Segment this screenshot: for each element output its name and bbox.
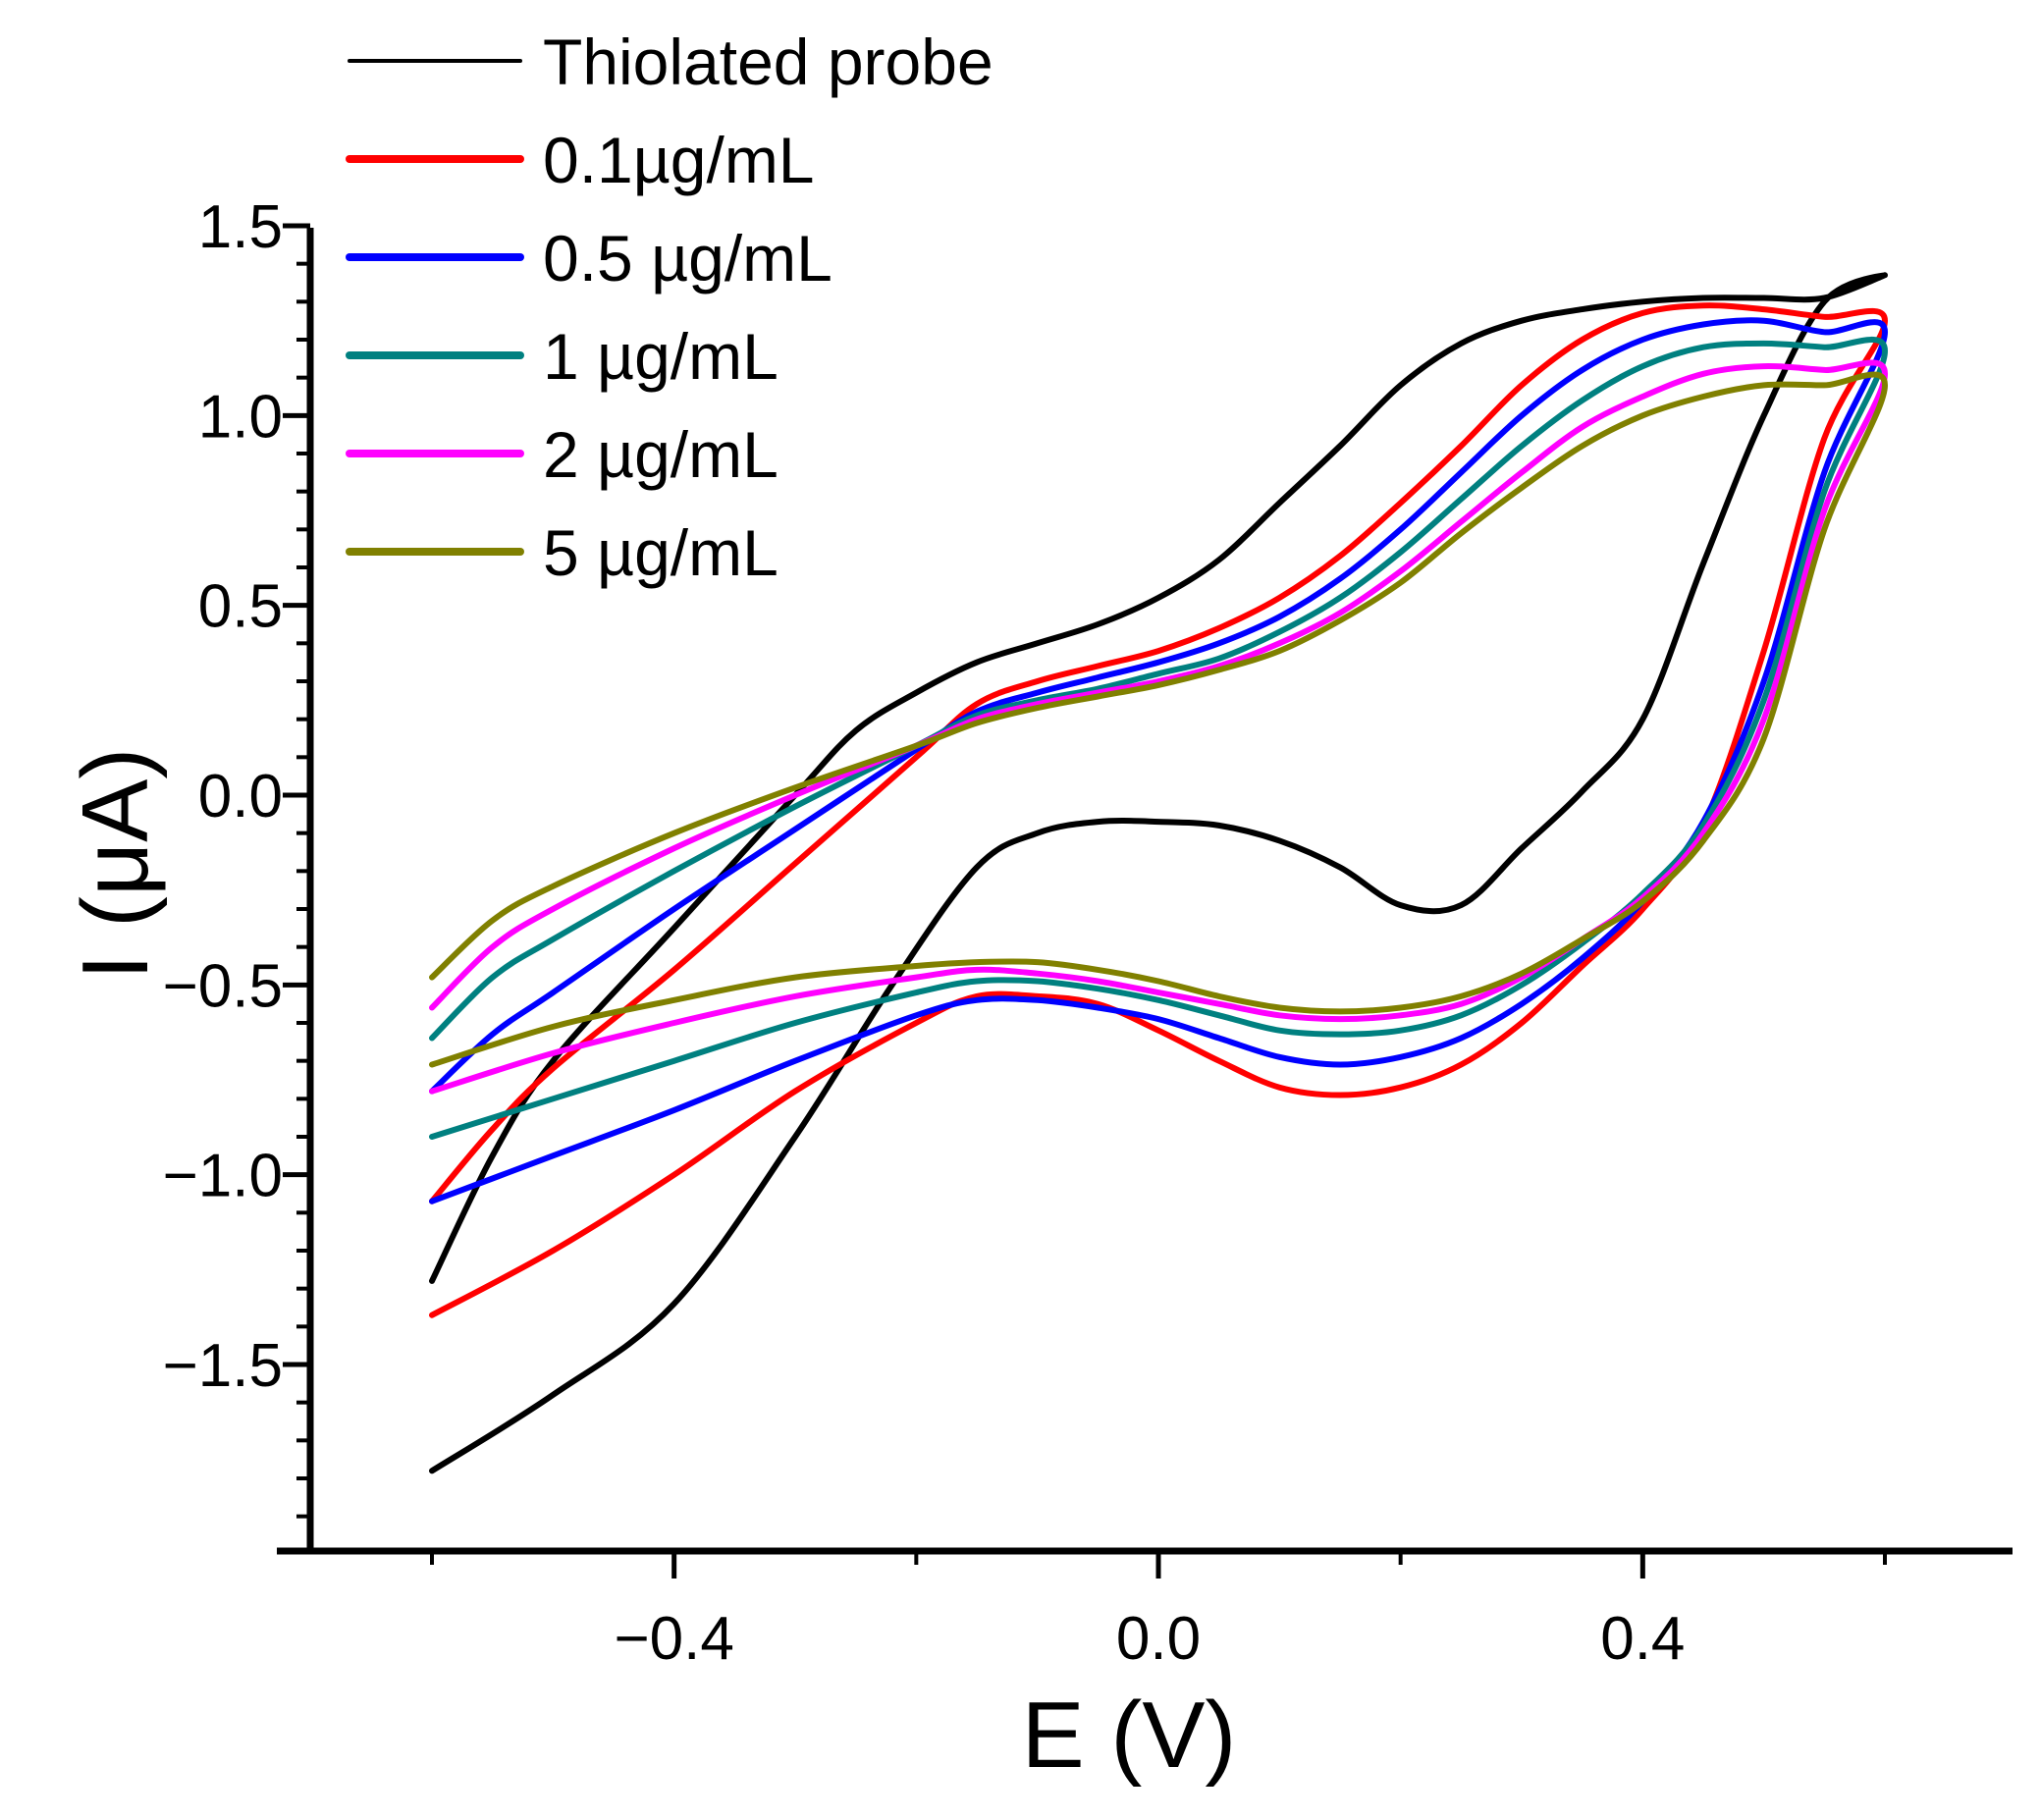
series-line-3 xyxy=(429,337,1888,1140)
legend-label-5: 5 µg/mL xyxy=(543,516,778,589)
legend: Thiolated probe 0.1µg/mL 0.5 µg/mL 1 µg/mL 2… xyxy=(346,26,993,589)
axes-layer xyxy=(277,228,2013,1555)
legend-label-0: Thiolated probe xyxy=(543,26,993,98)
x-tick-label: 0.4 xyxy=(1600,1605,1685,1673)
series-line-0 xyxy=(429,272,1888,1474)
y-tick-label: 0.0 xyxy=(198,763,283,830)
y-tick-label: 1.0 xyxy=(198,383,283,451)
legend-label-4: 2 µg/mL xyxy=(543,418,778,491)
y-tick-label: −1.5 xyxy=(163,1332,283,1400)
legend-label-1: 0.1µg/mL xyxy=(543,124,815,196)
legend-label-2: 0.5 µg/mL xyxy=(543,222,832,294)
x-tick-label: −0.4 xyxy=(614,1605,733,1673)
series-line-2 xyxy=(429,317,1888,1204)
y-tick-label: −1.0 xyxy=(163,1143,283,1210)
series-line-5 xyxy=(429,371,1888,1068)
y-tick-label: 0.5 xyxy=(198,573,283,641)
x-tick-label: 0.0 xyxy=(1116,1605,1201,1673)
y-tick-label: 1.5 xyxy=(198,193,283,261)
y-axis-title: I (μA) xyxy=(63,748,168,981)
x-axis-title: E (V) xyxy=(1022,1683,1237,1788)
series-line-4 xyxy=(429,359,1888,1095)
y-tick-label: −0.5 xyxy=(163,952,283,1020)
legend-label-3: 1 µg/mL xyxy=(543,320,778,393)
ticks-layer: 1.5 1.0 0.5 0.0 −0.5 −1.0 −1.5 −0.4 0.0 0.4 xyxy=(163,193,1887,1673)
series-layer xyxy=(429,272,1888,1474)
